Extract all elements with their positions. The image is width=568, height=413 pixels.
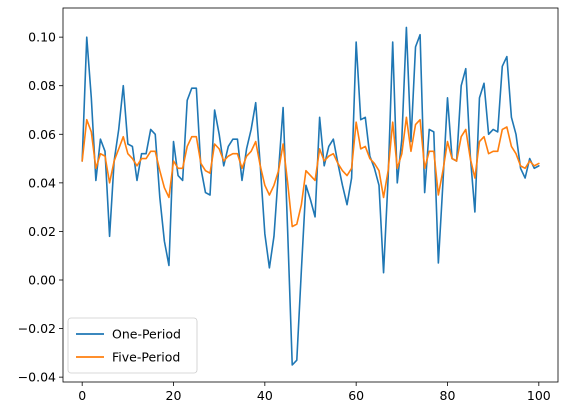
x-axis: 0 20 40 60 80 100 xyxy=(78,382,551,403)
legend-label-five-period: Five-Period xyxy=(112,350,180,365)
series-layer xyxy=(81,26,540,366)
y-axis: −0.04 −0.02 0.00 0.02 0.04 0.06 0.08 0.10 xyxy=(18,30,63,385)
legend-label-one-period: One-Period xyxy=(112,327,181,342)
x-tick-label: 100 xyxy=(527,388,551,403)
y-tick-label: −0.04 xyxy=(18,370,56,385)
x-tick-label: 0 xyxy=(78,388,86,403)
y-tick-label: 0.04 xyxy=(28,175,56,190)
x-tick-label: 60 xyxy=(348,388,364,403)
y-tick-label: 0.02 xyxy=(28,224,56,239)
y-tick-label: 0.10 xyxy=(28,30,56,45)
legend-box xyxy=(67,317,198,374)
x-tick-label: 80 xyxy=(440,388,456,403)
y-tick-label: 0.06 xyxy=(28,127,56,142)
series-line-one-period xyxy=(81,26,540,366)
legend: One-Period Five-Period xyxy=(67,317,198,374)
plot-frame xyxy=(62,7,559,383)
x-tick-label: 20 xyxy=(166,388,182,403)
series-line-five-period xyxy=(81,116,540,228)
y-tick-label: 0.00 xyxy=(28,273,56,288)
y-tick-label: 0.08 xyxy=(28,78,56,93)
x-tick-label: 40 xyxy=(257,388,273,403)
y-tick-label: −0.02 xyxy=(18,321,56,336)
